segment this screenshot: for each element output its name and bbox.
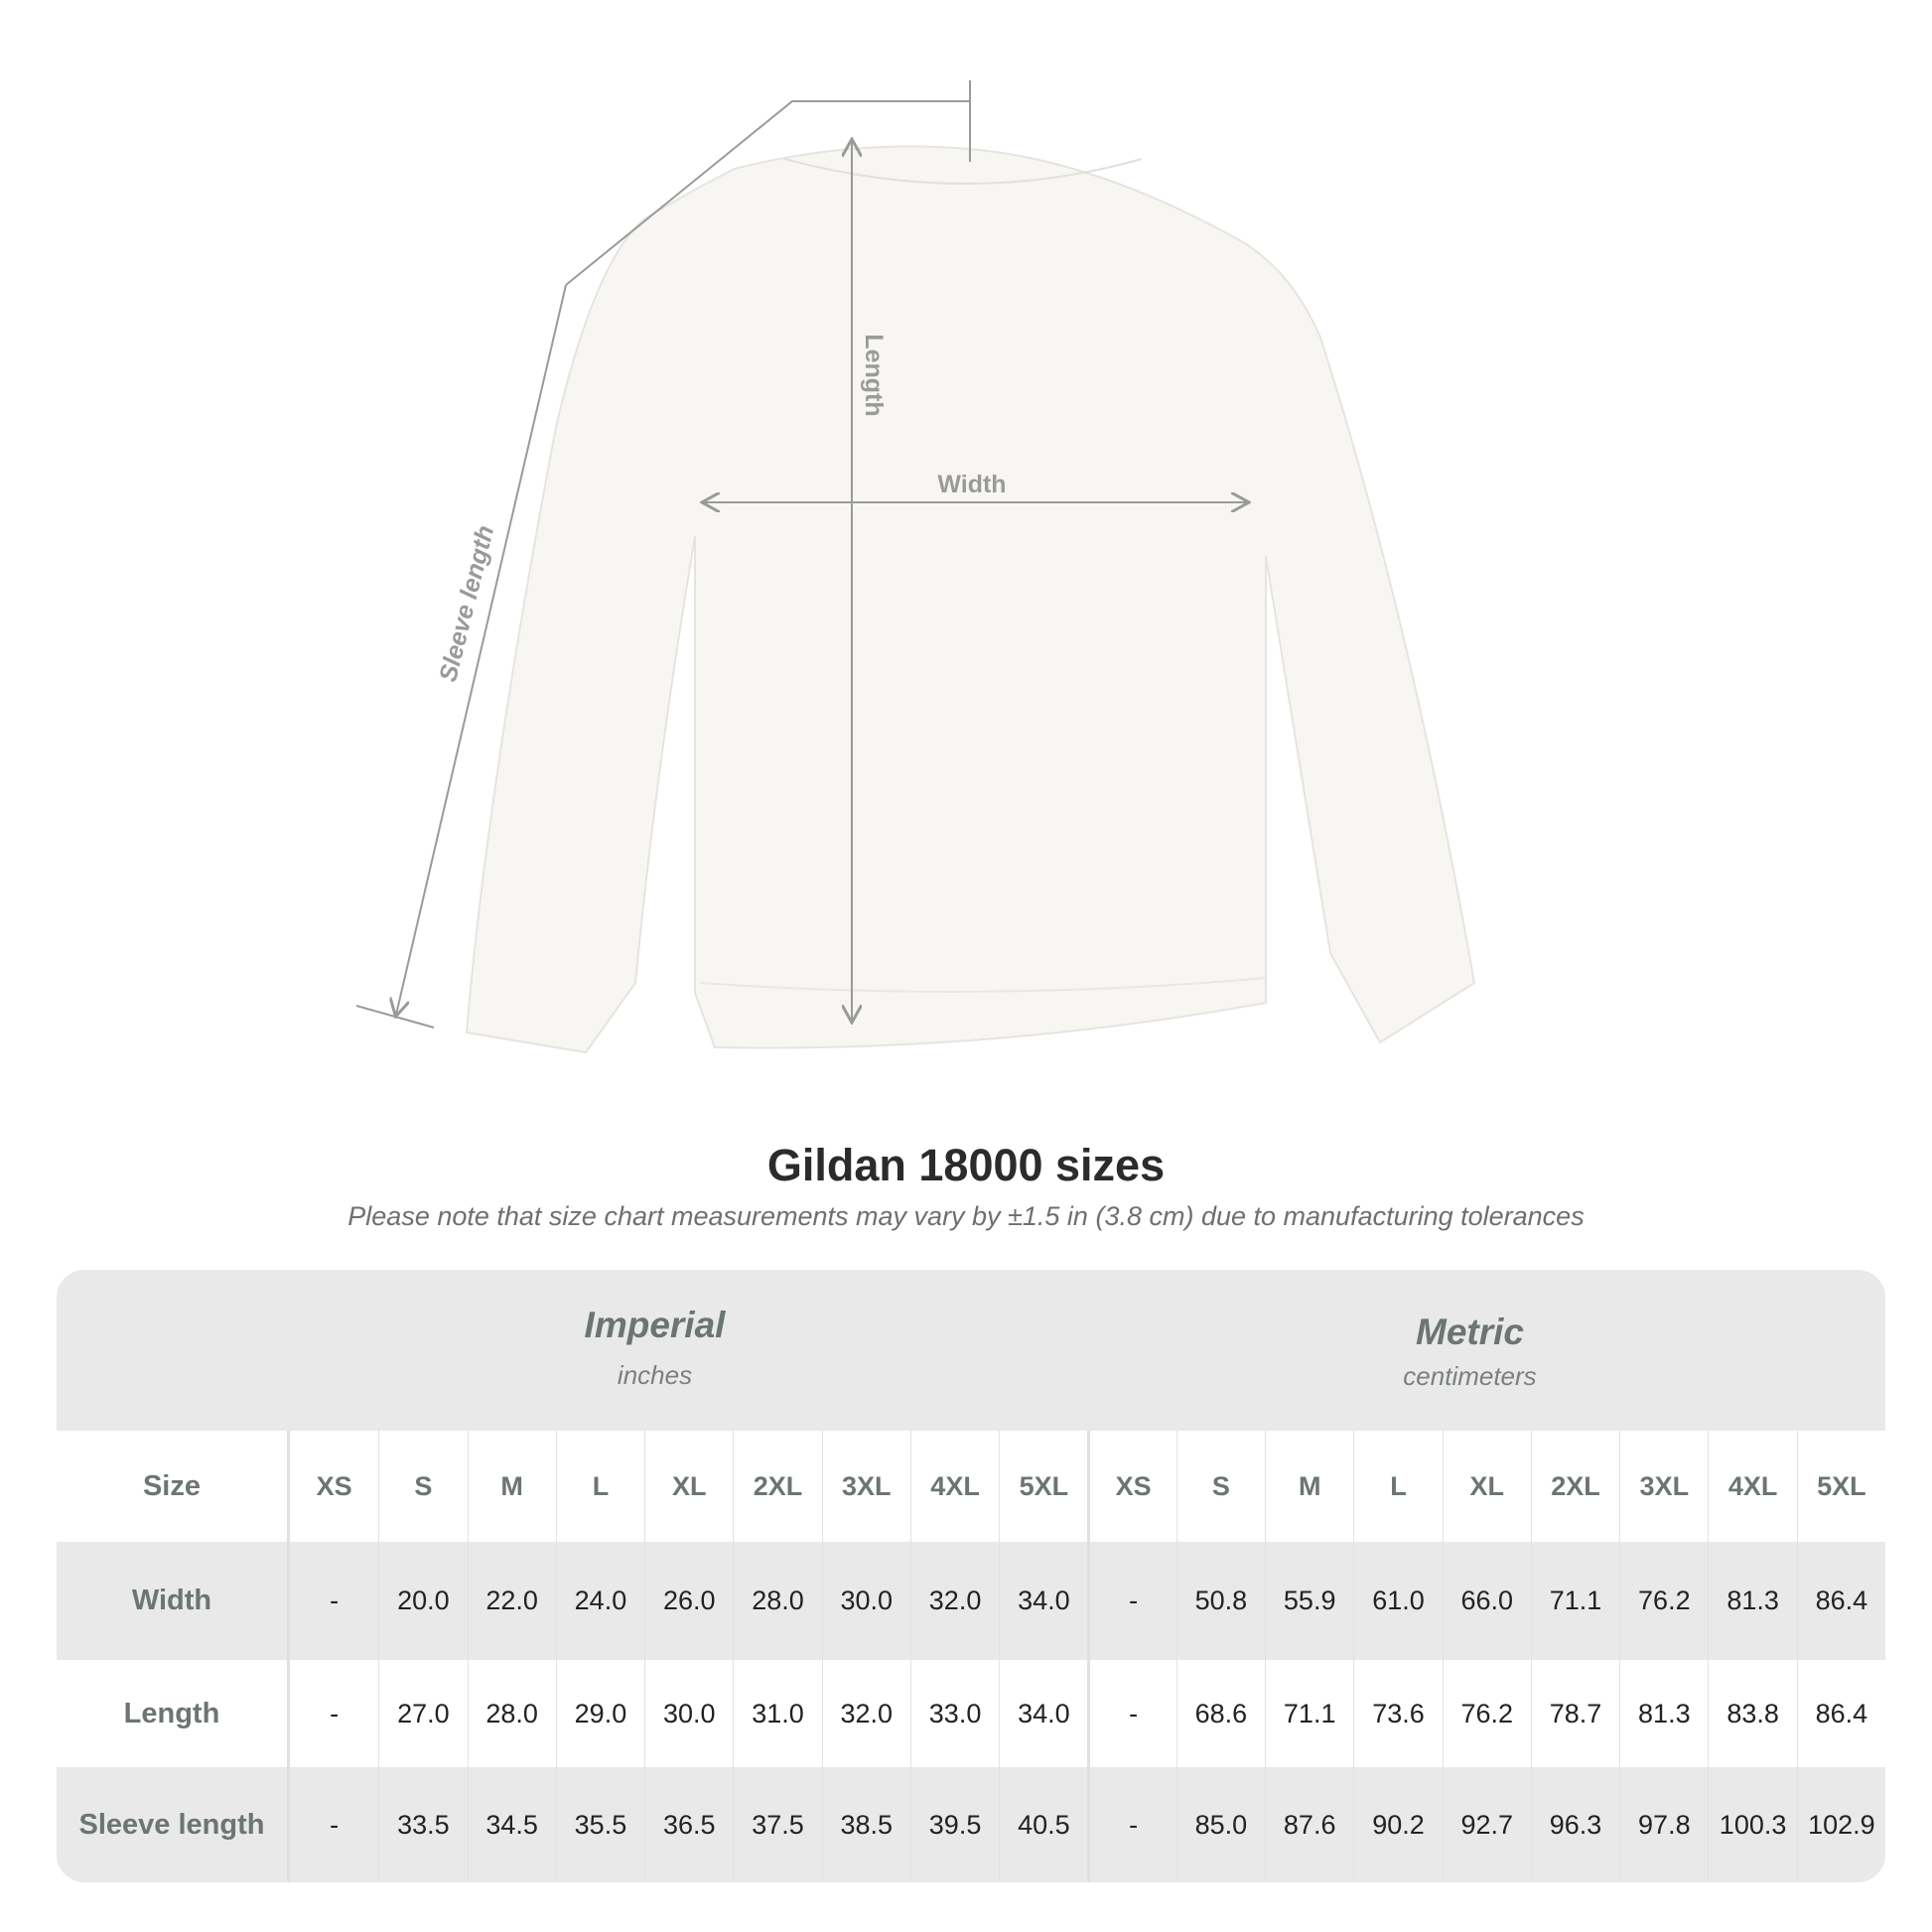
metric-value: 76.2 — [1442, 1660, 1531, 1767]
metric-value: 81.3 — [1619, 1660, 1708, 1767]
imperial-value: 26.0 — [644, 1542, 733, 1660]
metric-value: 73.6 — [1353, 1660, 1442, 1767]
imperial-value: 34.0 — [999, 1660, 1087, 1767]
imperial-value: 34.5 — [467, 1767, 556, 1882]
imperial-value: 33.5 — [378, 1767, 467, 1882]
imperial-value: 24.0 — [555, 1542, 644, 1660]
imperial-value: 28.0 — [733, 1542, 821, 1660]
page-title: Gildan 18000 sizes — [766, 1140, 1166, 1190]
size-imperial-5xl: 5XL — [999, 1431, 1087, 1542]
metric-value: 96.3 — [1530, 1767, 1619, 1882]
row-label: Length — [57, 1660, 290, 1767]
metric-value: 78.7 — [1530, 1660, 1619, 1767]
imperial-value: - — [330, 1809, 340, 1840]
size-metric-s: S — [1175, 1431, 1265, 1542]
tolerance-note: Please note that size chart measurements… — [347, 1201, 1585, 1231]
imperial-value: 36.5 — [644, 1767, 733, 1882]
imperial-value: 27.0 — [378, 1660, 467, 1767]
metric-value: 85.0 — [1175, 1767, 1265, 1882]
metric-value: 61.0 — [1353, 1542, 1442, 1660]
metric-value: 86.4 — [1796, 1542, 1885, 1660]
size-imperial-xs: XS — [316, 1470, 352, 1501]
table-row: Length -27.0 28.0 29.0 30.0 31.0 32.0 33.0 34.0-… — [57, 1660, 1885, 1767]
metric-value: 83.8 — [1708, 1660, 1796, 1767]
size-metric-2xl: 2XL — [1530, 1431, 1619, 1542]
size-imperial-4xl: 4XL — [909, 1431, 999, 1542]
metric-value: 87.6 — [1265, 1767, 1353, 1882]
size-metric-l: L — [1353, 1431, 1442, 1542]
length-label: Length — [860, 334, 888, 416]
imperial-value: 37.5 — [733, 1767, 821, 1882]
size-metric-3xl: 3XL — [1619, 1431, 1708, 1542]
size-metric-5xl: 5XL — [1796, 1431, 1885, 1542]
imperial-header: Imperial inches — [584, 1305, 726, 1390]
metric-value: 102.9 — [1796, 1767, 1885, 1882]
metric-value: 71.1 — [1530, 1542, 1619, 1660]
imperial-value: - — [330, 1698, 340, 1728]
imperial-value: 40.5 — [999, 1767, 1087, 1882]
size-imperial-s: S — [378, 1431, 467, 1542]
measurement-lines — [355, 80, 1247, 1029]
metric-header: Metric centimeters — [1403, 1311, 1537, 1391]
metric-value: 100.3 — [1708, 1767, 1796, 1882]
metric-value: 97.8 — [1619, 1767, 1708, 1882]
row-label: Width — [57, 1542, 290, 1660]
imperial-value: 39.5 — [909, 1767, 999, 1882]
imperial-value: 20.0 — [378, 1542, 467, 1660]
metric-value: 68.6 — [1175, 1660, 1265, 1767]
size-metric-xs: XS — [1087, 1431, 1175, 1542]
row-label: Sleeve length — [57, 1767, 290, 1882]
size-metric-xl: XL — [1442, 1431, 1531, 1542]
table-row: Width -20.0 22.0 24.0 26.0 28.0 30.0 32.0 34.0-5… — [57, 1542, 1885, 1660]
size-label: Size — [57, 1431, 290, 1542]
imperial-value: 31.0 — [733, 1660, 821, 1767]
metric-value: 81.3 — [1708, 1542, 1796, 1660]
imperial-value: 28.0 — [467, 1660, 556, 1767]
metric-value: - — [1087, 1660, 1175, 1767]
metric-value: 71.1 — [1265, 1660, 1353, 1767]
imperial-value: 30.0 — [821, 1542, 910, 1660]
metric-value: - — [1087, 1767, 1175, 1882]
size-imperial-2xl: 2XL — [733, 1431, 821, 1542]
metric-value: 55.9 — [1265, 1542, 1353, 1660]
imperial-value: 22.0 — [467, 1542, 556, 1660]
sleeve-arrow — [396, 284, 567, 1015]
size-imperial-l: L — [555, 1431, 644, 1542]
imperial-value: 35.5 — [555, 1767, 644, 1882]
sleeve-length-label: Sleeve length — [434, 522, 499, 684]
size-metric-m: M — [1265, 1431, 1353, 1542]
size-imperial-m: M — [467, 1431, 556, 1542]
metric-value: 90.2 — [1353, 1767, 1442, 1882]
width-label: Width — [937, 471, 1006, 498]
imperial-value: 34.0 — [999, 1542, 1087, 1660]
sweatshirt-image — [465, 145, 1476, 1054]
metric-value: 76.2 — [1619, 1542, 1708, 1660]
metric-value: 66.0 — [1442, 1542, 1531, 1660]
imperial-value: 32.0 — [909, 1542, 999, 1660]
metric-value: 86.4 — [1796, 1660, 1885, 1767]
imperial-value: 32.0 — [821, 1660, 910, 1767]
size-header-row: Size XS S M L XL 2XL 3XL 4XL 5XL XS S M L XL 2XL 3XL 4XL 5… — [57, 1431, 1885, 1542]
imperial-value: 29.0 — [555, 1660, 644, 1767]
size-table: Imperial inches Metric centimeters Size X… — [57, 1270, 1885, 1882]
metric-value: 92.7 — [1442, 1767, 1531, 1882]
size-metric-4xl: 4XL — [1708, 1431, 1796, 1542]
imperial-value: 33.0 — [909, 1660, 999, 1767]
imperial-value: 30.0 — [644, 1660, 733, 1767]
imperial-value: 38.5 — [821, 1767, 910, 1882]
table-row: Sleeve length - 33.5 34.5 35.5 36.5 37.5 38.5 39… — [57, 1767, 1885, 1882]
metric-value: 50.8 — [1175, 1542, 1265, 1660]
sweatshirt-diagram: Width Length Sleeve length — [355, 80, 1476, 1054]
size-imperial-3xl: 3XL — [821, 1431, 910, 1542]
metric-value: - — [1087, 1542, 1175, 1660]
size-imperial-xl: XL — [644, 1431, 733, 1542]
imperial-value: - — [330, 1586, 340, 1615]
sleeve-guide — [565, 100, 970, 286]
